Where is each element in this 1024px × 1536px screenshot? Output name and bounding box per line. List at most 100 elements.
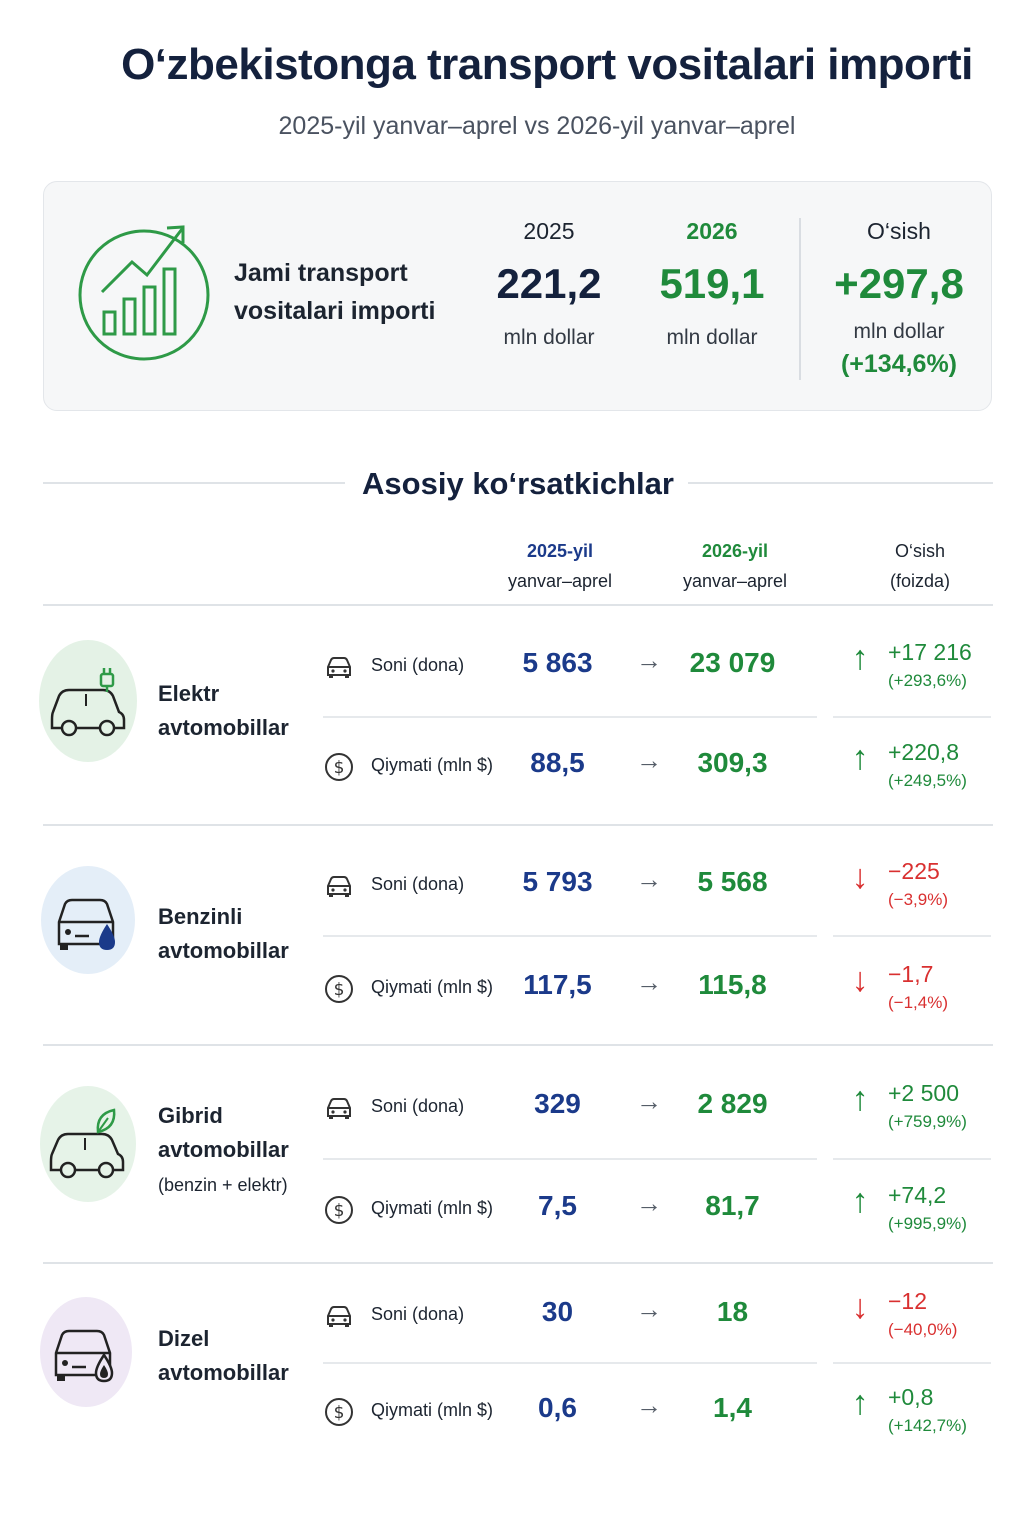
category-name-petrol: Benzinli avtomobillar bbox=[158, 900, 289, 968]
growth-absolute: −1,7 bbox=[888, 961, 934, 987]
table-row: Soni (dona) 5 793 → 5 568 ↓ −225 (−3,9%) bbox=[0, 858, 1024, 910]
column-header-2026: 2026-yil yanvar–aprel bbox=[665, 536, 805, 596]
right-arrow-icon: → bbox=[636, 645, 662, 675]
category-name-diesel-line2: avtomobillar bbox=[158, 1360, 289, 1385]
column-header-2025: 2025-yil yanvar–aprel bbox=[490, 536, 630, 596]
growth-absolute: +17 216 bbox=[888, 639, 972, 665]
electric-car-icon bbox=[39, 640, 137, 762]
right-arrow-icon: → bbox=[636, 1188, 662, 1218]
summary-divider bbox=[799, 218, 801, 380]
down-arrow-icon: ↓ bbox=[851, 961, 869, 999]
up-arrow-icon: ↑ bbox=[851, 739, 869, 777]
up-arrow-icon: ↑ bbox=[851, 1384, 869, 1422]
dollar-icon: $ bbox=[325, 1196, 353, 1224]
growth-percent: (−3,9%) bbox=[888, 890, 948, 909]
summary-2025-unit: mln dollar bbox=[503, 326, 595, 349]
category-divider bbox=[43, 824, 993, 826]
category-name-electric-line1: Elektr bbox=[158, 681, 220, 706]
category-name-electric: Elektr avtomobillar bbox=[158, 677, 289, 745]
summary-growth-unit: mln dollar bbox=[853, 320, 945, 343]
category-divider bbox=[43, 1044, 993, 1046]
down-arrow-icon: ↓ bbox=[851, 858, 869, 896]
table-row: $ Qiymati (mln $) 0,6 → 1,4 ↑ +0,8 (+142… bbox=[0, 1384, 1024, 1436]
summary-growth-value: +297,8 bbox=[834, 260, 964, 307]
growth-percent: (+759,9%) bbox=[888, 1112, 967, 1131]
growth-percent: (+293,6%) bbox=[888, 671, 967, 690]
section-line-left bbox=[43, 482, 345, 484]
category-name-hybrid-line1: Gibrid bbox=[158, 1103, 223, 1128]
right-arrow-icon: → bbox=[636, 745, 662, 775]
table-row: $ Qiymati (mln $) 88,5 → 309,3 ↑ +220,8 … bbox=[0, 739, 1024, 791]
metric-label: Qiymati (mln $) bbox=[371, 977, 494, 997]
growth-absolute: +74,2 bbox=[888, 1182, 947, 1208]
category-name-hybrid-line2: avtomobillar bbox=[158, 1137, 289, 1162]
table-row: Soni (dona) 329 → 2 829 ↑ +2 500 (+759,9… bbox=[0, 1080, 1024, 1132]
column-header-growth: O‘sish (foizda) bbox=[855, 536, 985, 596]
down-arrow-icon: ↓ bbox=[851, 1288, 869, 1326]
growth-absolute: +0,8 bbox=[888, 1384, 934, 1410]
value-2025: 117,5 bbox=[523, 969, 592, 1000]
value-2026: 5 568 bbox=[697, 866, 768, 897]
value-2026: 23 079 bbox=[689, 647, 776, 678]
right-arrow-icon: → bbox=[636, 864, 662, 894]
summary-2025-year: 2025 bbox=[523, 218, 575, 244]
right-arrow-icon: → bbox=[636, 1390, 662, 1420]
car-front-icon bbox=[327, 657, 351, 678]
car-front-icon bbox=[327, 1306, 351, 1327]
category-name-diesel: Dizel avtomobillar bbox=[158, 1322, 289, 1390]
page-subtitle: 2025-yil yanvar–aprel vs 2026-yil yanvar… bbox=[278, 112, 796, 140]
column-header-2026-line1: 2026-yil bbox=[701, 541, 769, 561]
row-divider bbox=[323, 1362, 817, 1364]
growth-chart-icon bbox=[78, 225, 210, 361]
category-name-electric-line2: avtomobillar bbox=[158, 715, 289, 740]
dollar-icon: $ bbox=[325, 753, 353, 781]
summary-label-line1: Jami transport bbox=[234, 259, 408, 287]
row-divider bbox=[833, 716, 991, 718]
growth-percent: (+142,7%) bbox=[888, 1416, 967, 1435]
growth-absolute: +2 500 bbox=[888, 1080, 959, 1106]
summary-card: Jami transport vositalari importi 2025 2… bbox=[43, 181, 992, 411]
page-title: O‘zbekistonga transport vositalari impor… bbox=[121, 40, 973, 89]
metric-label: Soni (dona) bbox=[371, 655, 465, 675]
table-row: Soni (dona) 5 863 → 23 079 ↑ +17 216 (+2… bbox=[0, 639, 1024, 691]
value-2026: 115,8 bbox=[698, 969, 767, 1000]
metric-label: Soni (dona) bbox=[371, 1304, 465, 1324]
metric-label: Qiymati (mln $) bbox=[371, 1400, 494, 1420]
category-name-petrol-line1: Benzinli bbox=[158, 904, 243, 929]
right-arrow-icon: → bbox=[636, 967, 662, 997]
dollar-icon: $ bbox=[325, 975, 353, 1003]
growth-percent: (+249,5%) bbox=[888, 771, 967, 790]
summary-2026-unit: mln dollar bbox=[666, 326, 758, 349]
table-row: Soni (dona) 30 → 18 ↓ −12 (−40,0%) bbox=[0, 1288, 1024, 1340]
value-2025: 5 863 bbox=[522, 647, 593, 678]
summary-growth-pct: (+134,6%) bbox=[840, 350, 958, 378]
summary-growth-label: O‘sish bbox=[867, 218, 931, 244]
column-header-growth-line2: (foizda) bbox=[889, 571, 951, 591]
column-header-2025-line2: yanvar–aprel bbox=[507, 571, 613, 591]
car-front-icon bbox=[327, 876, 351, 897]
summary-2025-value: 221,2 bbox=[496, 260, 602, 307]
value-2025: 30 bbox=[541, 1296, 574, 1327]
metric-label: Qiymati (mln $) bbox=[371, 1198, 494, 1218]
category-subname-hybrid: (benzin + elektr) bbox=[158, 1175, 288, 1195]
section-title: Asosiy ko‘rsatkichlar bbox=[362, 466, 674, 501]
section-line-right bbox=[688, 482, 993, 484]
row-divider bbox=[323, 1158, 817, 1160]
summary-2026-year: 2026 bbox=[686, 218, 738, 244]
table-top-divider bbox=[43, 604, 993, 606]
category-divider bbox=[43, 1262, 993, 1264]
growth-percent: (+995,9%) bbox=[888, 1214, 967, 1233]
metric-label: Soni (dona) bbox=[371, 874, 465, 894]
right-arrow-icon: → bbox=[636, 1086, 662, 1116]
value-2026: 1,4 bbox=[713, 1392, 752, 1423]
summary-label-line2: vositalari importi bbox=[234, 297, 436, 325]
value-2026: 309,3 bbox=[697, 747, 768, 778]
summary-2026: 2026 519,1 mln dollar bbox=[652, 218, 772, 350]
value-2025: 329 bbox=[534, 1088, 581, 1119]
column-header-growth-line1: O‘sish bbox=[894, 541, 945, 561]
up-arrow-icon: ↑ bbox=[851, 639, 869, 677]
diesel-car-icon bbox=[40, 1297, 132, 1407]
value-2026: 81,7 bbox=[705, 1190, 760, 1221]
growth-absolute: −225 bbox=[888, 858, 940, 884]
column-header-2025-line1: 2025-yil bbox=[526, 541, 594, 561]
